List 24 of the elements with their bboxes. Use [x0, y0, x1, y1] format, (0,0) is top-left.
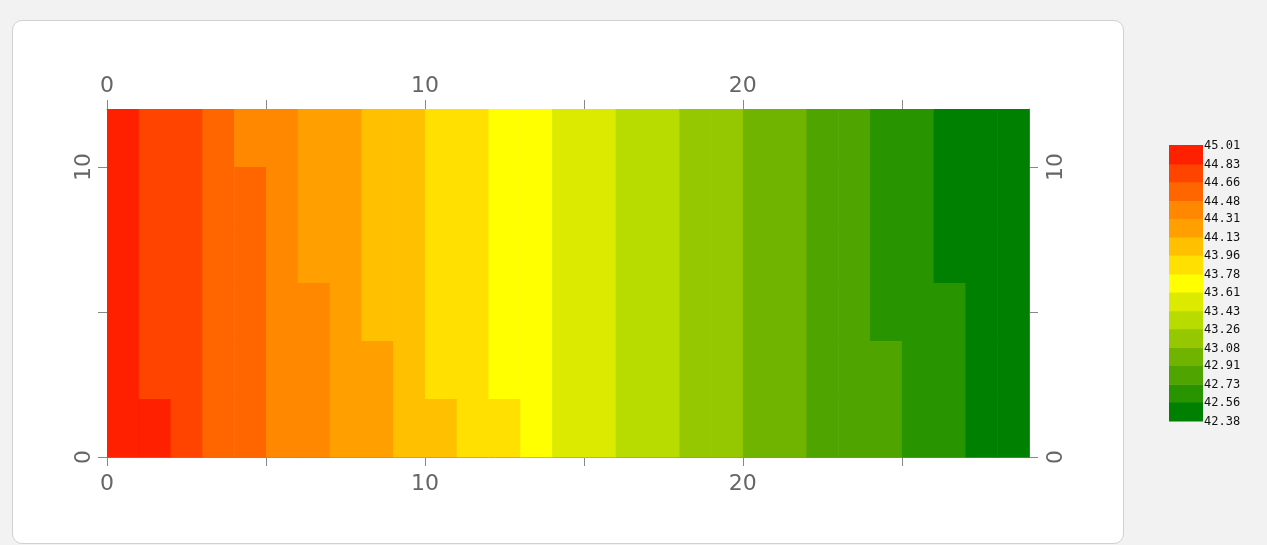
- color-bar-label: 44.31: [1204, 211, 1241, 226]
- x-tick-label: 10: [410, 469, 439, 495]
- color-bar-label: 43.08: [1204, 340, 1241, 355]
- color-bar-label: 44.48: [1204, 193, 1241, 208]
- color-bar-label: 43.96: [1204, 248, 1241, 263]
- x-tick-label: 0: [100, 469, 114, 495]
- color-bar-label: 44.66: [1204, 174, 1241, 189]
- color-bar-label: 42.73: [1204, 377, 1241, 392]
- color-bar-label: 43.78: [1204, 267, 1241, 282]
- color-bar-label: 42.56: [1204, 395, 1241, 410]
- x2-tick-label: 10: [410, 71, 439, 97]
- y2-tick-label: 0: [1041, 450, 1067, 464]
- color-bar-label: 44.13: [1204, 230, 1241, 245]
- color-bar-label: 42.38: [1204, 414, 1241, 428]
- color-bar-label: 44.83: [1204, 156, 1241, 171]
- color-bar-label: 42.91: [1204, 358, 1241, 373]
- y2-tick-label: 10: [1041, 153, 1067, 181]
- color-bar-label: 43.61: [1204, 284, 1241, 299]
- color-bar-label: 43.26: [1204, 321, 1241, 336]
- x2-tick-label: 0: [100, 71, 114, 97]
- color-bar-label: 43.43: [1204, 303, 1241, 318]
- color-bar-label: 45.01: [1204, 138, 1241, 152]
- x2-tick-label: 20: [728, 71, 757, 97]
- x-tick-label: 20: [728, 469, 757, 495]
